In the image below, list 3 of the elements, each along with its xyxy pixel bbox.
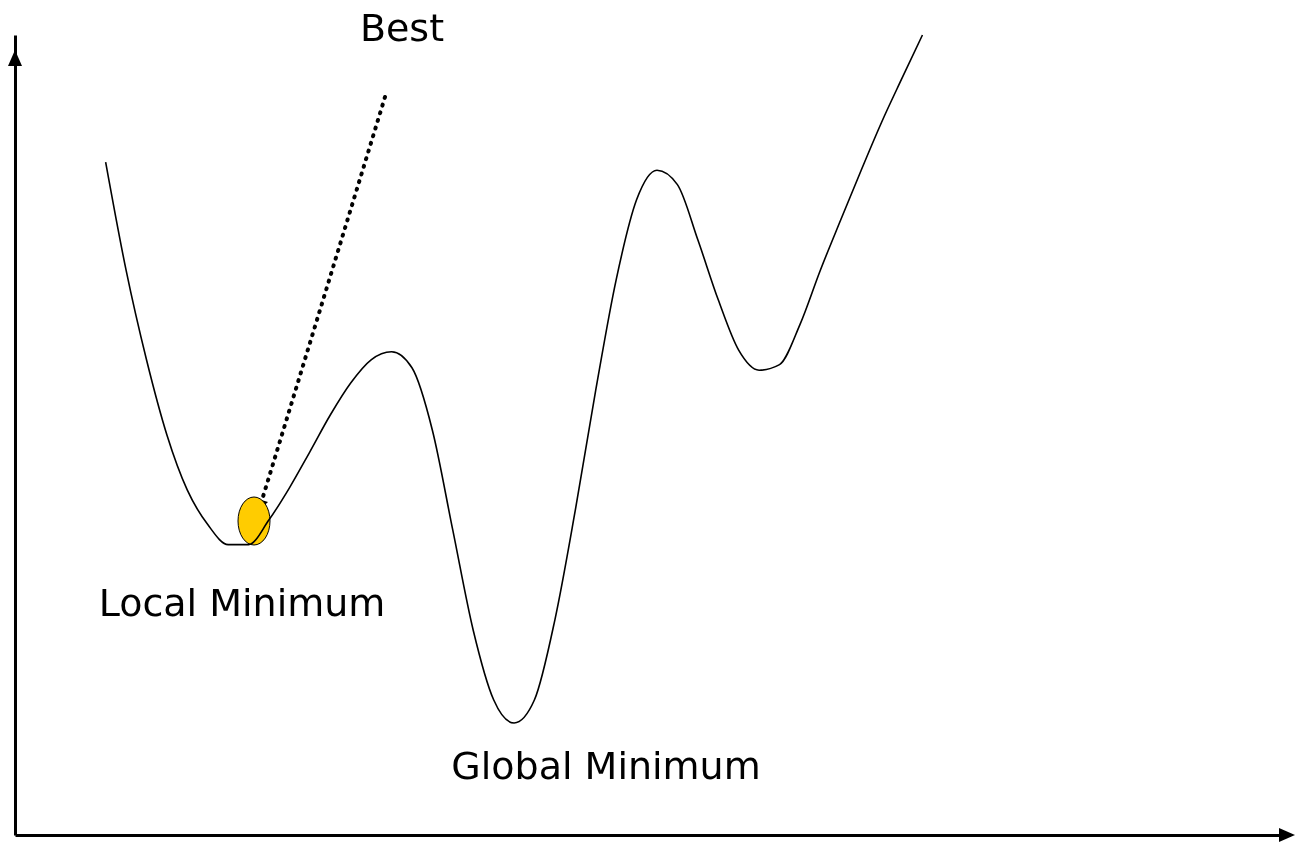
annotation: Global Minimum <box>451 744 761 788</box>
annotation: Local Minimum <box>98 581 386 625</box>
annotation: Best <box>359 6 445 50</box>
